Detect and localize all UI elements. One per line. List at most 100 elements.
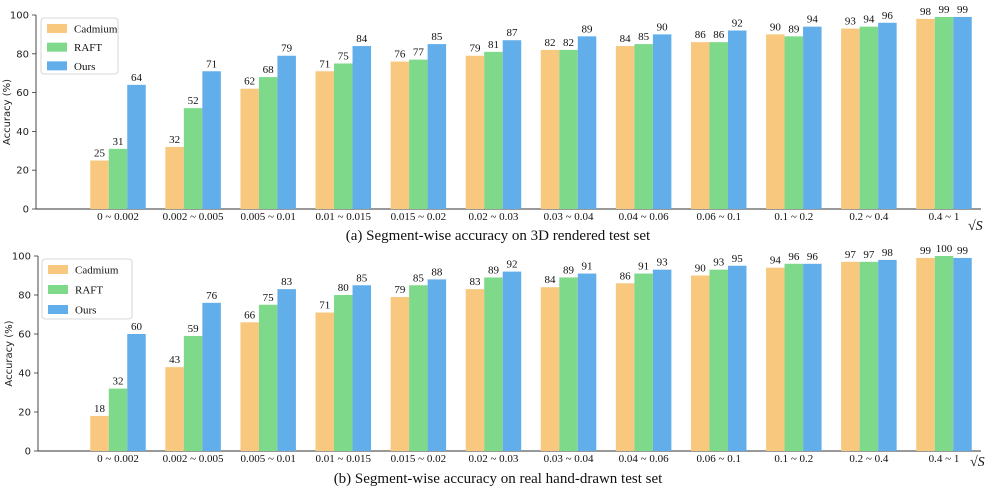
data-label: 81 bbox=[488, 39, 499, 51]
bar-ours bbox=[878, 259, 897, 451]
bar-ours bbox=[953, 257, 972, 451]
bar-ours bbox=[127, 334, 146, 451]
data-label: 89 bbox=[788, 23, 800, 35]
data-label: 96 bbox=[882, 10, 894, 22]
x-tick-label: 0.005 ~ 0.01 bbox=[240, 211, 295, 223]
bar-cadmium bbox=[165, 367, 184, 451]
bar-raft bbox=[258, 77, 278, 209]
x-tick-label: 0.1 ~ 0.2 bbox=[774, 453, 813, 465]
x-tick-label: 0.2 ~ 0.4 bbox=[849, 211, 888, 223]
y-tick-label: 100 bbox=[12, 252, 31, 263]
data-label: 85 bbox=[638, 31, 650, 43]
bar-ours bbox=[803, 26, 822, 209]
bar-cadmium bbox=[766, 34, 785, 210]
y-tick-label: 80 bbox=[18, 291, 31, 302]
bar-raft bbox=[709, 42, 728, 209]
x-tick-label: 0.03 ~ 0.04 bbox=[544, 211, 594, 223]
data-label: 88 bbox=[431, 266, 443, 278]
bar-raft bbox=[859, 26, 879, 209]
bar-ours bbox=[277, 289, 296, 451]
data-label: 92 bbox=[506, 259, 517, 271]
data-label: 90 bbox=[770, 21, 782, 33]
data-label: 83 bbox=[281, 276, 293, 288]
x-tick-label: 0.4 ~ 1 bbox=[929, 453, 960, 465]
data-label: 80 bbox=[338, 282, 350, 294]
bar-ours bbox=[727, 30, 747, 209]
bar-cadmium bbox=[390, 296, 410, 451]
bar-cadmium bbox=[540, 287, 560, 451]
data-label: 99 bbox=[957, 4, 969, 16]
data-label: 77 bbox=[413, 47, 425, 59]
bar-raft bbox=[784, 263, 804, 451]
bar-cadmium bbox=[165, 146, 184, 209]
bar-raft bbox=[183, 108, 203, 209]
data-label: 91 bbox=[638, 261, 649, 273]
bar-raft bbox=[934, 16, 954, 209]
data-label: 76 bbox=[394, 49, 406, 61]
x-tick-label: 0.005 ~ 0.01 bbox=[240, 453, 295, 465]
data-label: 97 bbox=[845, 249, 857, 261]
data-label: 82 bbox=[563, 37, 574, 49]
x-tick-label: 0 ~ 0.002 bbox=[97, 211, 139, 223]
x-tick-label: 0.015 ~ 0.02 bbox=[391, 453, 446, 465]
chart-a: 0 20 40 60 80 100 Accuracy (%) 25 32 62 71 76 79 82 84… bbox=[2, 4, 983, 244]
data-label: 79 bbox=[394, 284, 406, 296]
data-label: 90 bbox=[695, 263, 707, 275]
bar-ours bbox=[427, 44, 447, 209]
bar-cadmium bbox=[690, 42, 710, 209]
legend-label: Ours bbox=[75, 305, 96, 317]
chart-caption: (a) Segment-wise accuracy on 3D rendered… bbox=[346, 228, 651, 244]
data-label: 90 bbox=[657, 21, 669, 33]
bar-ours bbox=[277, 55, 296, 209]
x-tick-label: 0 ~ 0.002 bbox=[97, 453, 139, 465]
bar-ours bbox=[502, 40, 522, 209]
y-axis-label: Accuracy (%) bbox=[2, 79, 13, 145]
data-label: 79 bbox=[281, 43, 293, 55]
data-label: 84 bbox=[620, 33, 632, 45]
data-label: 87 bbox=[506, 27, 518, 39]
bar-ours bbox=[652, 269, 672, 451]
legend-swatch-cadmium bbox=[48, 265, 68, 274]
bar-cadmium bbox=[315, 71, 335, 209]
bar-raft bbox=[784, 36, 804, 210]
chart-caption: (b) Segment-wise accuracy on real hand-d… bbox=[334, 471, 663, 487]
bar-raft bbox=[484, 277, 503, 451]
bar-ours bbox=[953, 16, 972, 209]
bar-ours bbox=[427, 279, 447, 451]
x-tick-label: 0.2 ~ 0.4 bbox=[849, 453, 888, 465]
legend-swatch-ours bbox=[47, 61, 67, 71]
bar-raft bbox=[859, 261, 879, 451]
y-tick-label: 40 bbox=[18, 369, 31, 380]
x-tick-label: 0.03 ~ 0.04 bbox=[544, 453, 594, 465]
data-label: 60 bbox=[131, 321, 143, 333]
data-label: 25 bbox=[94, 148, 106, 160]
bar-raft bbox=[484, 51, 503, 209]
bar-cadmium bbox=[465, 55, 485, 209]
y-tick-label: 60 bbox=[18, 330, 31, 341]
bar-raft bbox=[559, 49, 578, 209]
data-label: 82 bbox=[545, 37, 556, 49]
bar-raft bbox=[334, 295, 353, 451]
bar-raft bbox=[409, 59, 428, 210]
bar-raft bbox=[634, 273, 653, 451]
x-axis-unit-label: √S bbox=[968, 219, 983, 234]
data-label: 75 bbox=[263, 292, 275, 304]
y-tick-label: 80 bbox=[16, 49, 29, 60]
data-label: 76 bbox=[206, 290, 218, 302]
data-label: 86 bbox=[620, 270, 632, 282]
bar-raft bbox=[334, 63, 353, 209]
data-label: 84 bbox=[356, 33, 368, 45]
x-tick-label: 0.002 ~ 0.005 bbox=[163, 453, 224, 465]
legend-label: RAFT bbox=[74, 42, 102, 54]
data-label: 43 bbox=[169, 354, 181, 366]
bar-cadmium bbox=[390, 61, 410, 210]
x-tick-label: 0.002 ~ 0.005 bbox=[163, 211, 224, 223]
bar-cadmium bbox=[465, 289, 485, 451]
bar-cadmium bbox=[240, 88, 259, 209]
data-label: 96 bbox=[788, 251, 800, 263]
data-label: 99 bbox=[920, 245, 932, 257]
data-label: 85 bbox=[413, 272, 425, 284]
y-tick-label: 60 bbox=[16, 88, 29, 99]
bar-ours bbox=[127, 84, 146, 209]
legend-swatch-raft bbox=[47, 42, 67, 52]
